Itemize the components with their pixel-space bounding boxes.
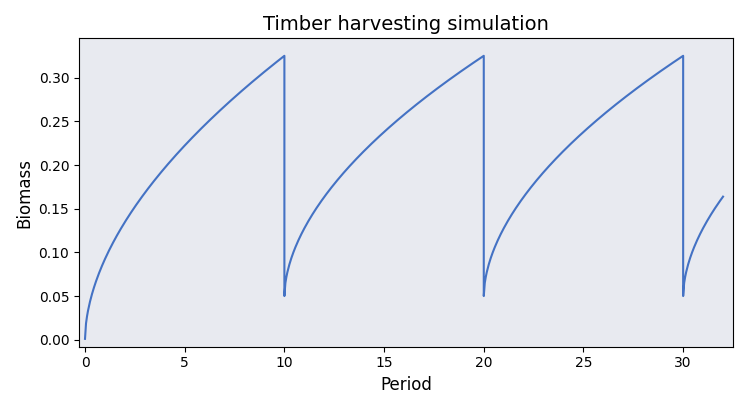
Y-axis label: Biomass: Biomass [15,157,33,227]
Title: Timber harvesting simulation: Timber harvesting simulation [263,15,549,34]
X-axis label: Period: Period [380,376,432,394]
